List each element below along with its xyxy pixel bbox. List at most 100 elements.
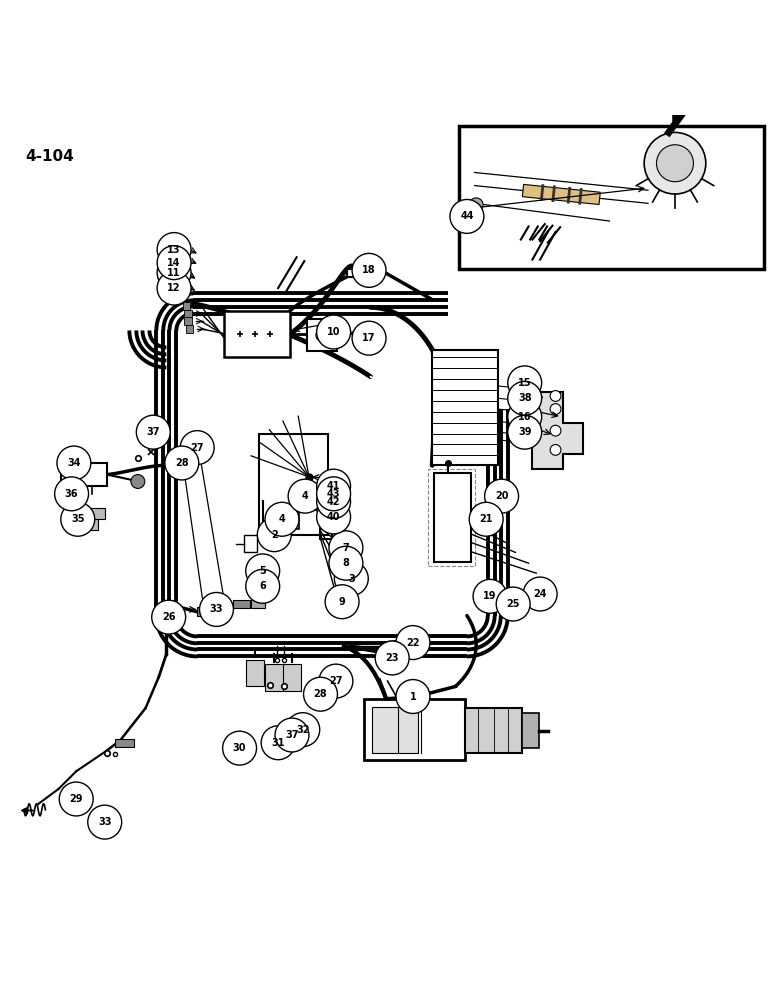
Text: 33: 33 — [210, 604, 223, 614]
Bar — [432, 350, 498, 465]
Circle shape — [265, 502, 299, 536]
Circle shape — [523, 577, 557, 611]
Bar — [428, 469, 475, 566]
Circle shape — [317, 315, 350, 349]
Circle shape — [222, 731, 256, 765]
Text: 5: 5 — [259, 566, 266, 576]
Text: 6: 6 — [259, 581, 266, 591]
Text: 38: 38 — [518, 393, 532, 403]
Circle shape — [261, 726, 295, 760]
Bar — [245, 660, 264, 686]
Bar — [115, 739, 134, 747]
Bar — [70, 519, 98, 530]
Circle shape — [317, 477, 350, 511]
Polygon shape — [533, 392, 583, 469]
Text: 1: 1 — [410, 692, 416, 702]
Text: 3: 3 — [348, 574, 354, 584]
Circle shape — [352, 321, 386, 355]
Circle shape — [550, 425, 561, 436]
Circle shape — [496, 587, 530, 621]
Circle shape — [317, 500, 350, 534]
Circle shape — [508, 366, 542, 400]
Circle shape — [656, 145, 693, 182]
Circle shape — [152, 600, 185, 634]
Circle shape — [199, 592, 233, 626]
Text: 16: 16 — [518, 412, 531, 422]
Circle shape — [57, 446, 91, 480]
Circle shape — [286, 713, 320, 747]
Bar — [61, 463, 107, 486]
Bar — [465, 708, 523, 753]
Circle shape — [55, 477, 89, 511]
Bar — [259, 434, 328, 535]
Text: 12: 12 — [168, 283, 181, 293]
Text: 44: 44 — [460, 211, 474, 221]
Text: 39: 39 — [518, 427, 531, 437]
Bar — [244, 535, 256, 552]
Bar — [459, 126, 764, 269]
Circle shape — [550, 445, 561, 455]
Circle shape — [354, 267, 364, 278]
Circle shape — [508, 381, 542, 415]
Text: 21: 21 — [479, 514, 493, 524]
Circle shape — [275, 718, 309, 752]
Polygon shape — [523, 184, 601, 205]
Bar — [78, 508, 106, 519]
Text: 27: 27 — [191, 443, 204, 453]
Polygon shape — [347, 261, 378, 277]
Text: 36: 36 — [65, 489, 78, 499]
Text: 4-104: 4-104 — [25, 149, 74, 164]
Text: 19: 19 — [483, 591, 497, 601]
Circle shape — [157, 271, 191, 305]
Text: 29: 29 — [69, 794, 83, 804]
Text: 42: 42 — [327, 497, 340, 507]
Circle shape — [303, 677, 337, 711]
Text: 31: 31 — [272, 738, 285, 748]
Circle shape — [317, 485, 350, 518]
Text: 37: 37 — [147, 427, 160, 437]
Bar — [185, 325, 193, 333]
Text: 18: 18 — [362, 265, 376, 275]
Circle shape — [352, 253, 386, 287]
Text: 34: 34 — [67, 458, 80, 468]
Bar — [224, 311, 290, 357]
Text: 25: 25 — [506, 599, 520, 609]
Bar — [272, 510, 299, 529]
Circle shape — [450, 199, 484, 233]
Text: 11: 11 — [168, 268, 181, 278]
Bar — [182, 302, 190, 310]
Text: 28: 28 — [313, 689, 327, 699]
Text: 27: 27 — [329, 676, 343, 686]
Circle shape — [257, 518, 291, 552]
Text: 33: 33 — [98, 817, 111, 827]
Circle shape — [469, 502, 503, 536]
Text: 22: 22 — [406, 638, 420, 648]
Circle shape — [329, 531, 363, 565]
Text: 37: 37 — [285, 730, 299, 740]
Bar — [184, 310, 191, 317]
Circle shape — [288, 479, 322, 513]
Bar — [197, 607, 214, 616]
Circle shape — [329, 546, 363, 580]
Circle shape — [396, 680, 430, 713]
Circle shape — [157, 233, 191, 267]
Text: 23: 23 — [385, 653, 399, 663]
Circle shape — [245, 554, 279, 588]
Text: 35: 35 — [71, 514, 84, 524]
Text: 24: 24 — [533, 589, 547, 599]
Text: 26: 26 — [162, 612, 175, 622]
Bar — [372, 707, 418, 753]
Text: 7: 7 — [343, 543, 349, 553]
Circle shape — [469, 198, 483, 212]
Text: 8: 8 — [343, 558, 350, 568]
Bar — [233, 600, 250, 608]
Circle shape — [550, 391, 561, 401]
Text: 4: 4 — [279, 514, 286, 524]
Text: 43: 43 — [327, 489, 340, 499]
Bar — [184, 317, 191, 325]
Bar — [283, 664, 301, 691]
Text: 4: 4 — [302, 491, 309, 501]
Circle shape — [157, 246, 191, 280]
Circle shape — [508, 415, 542, 449]
Circle shape — [396, 626, 430, 660]
